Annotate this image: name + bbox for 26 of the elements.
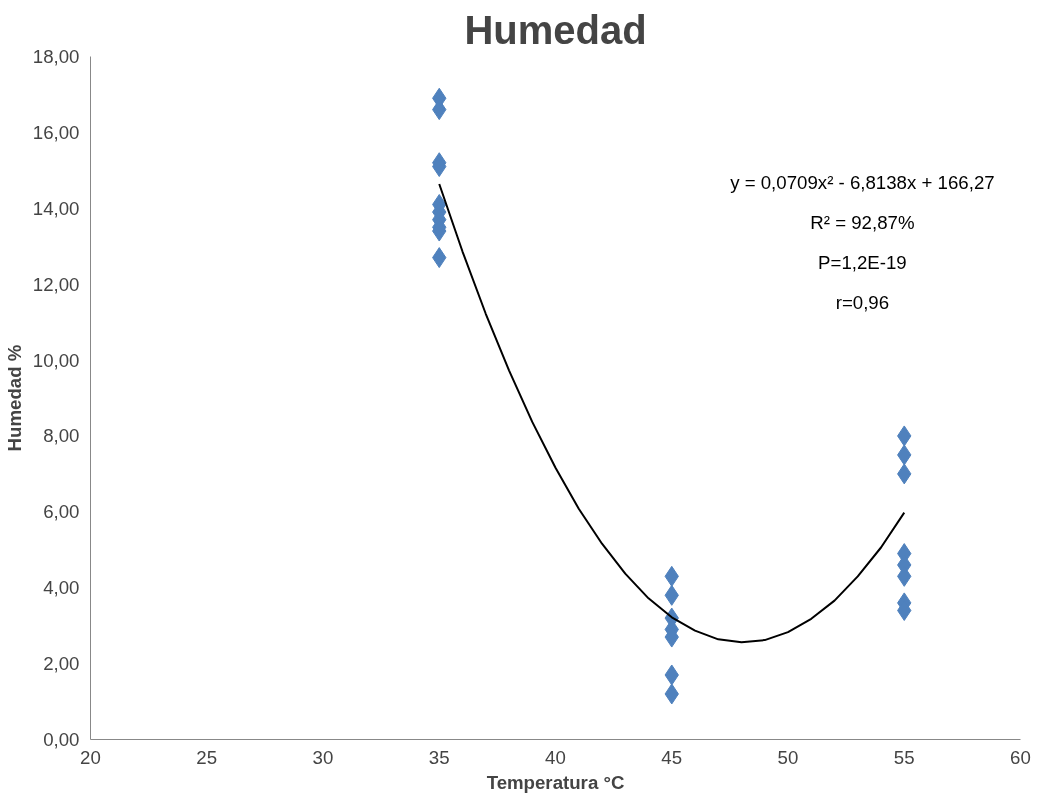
x-tick-label: 40 — [545, 746, 566, 768]
y-tick-label: 8,00 — [43, 425, 80, 447]
x-tick-label: 30 — [312, 746, 334, 768]
x-axis-title: Temperatura °C — [486, 771, 625, 793]
y-tick-label: 2,00 — [43, 653, 80, 675]
x-tick-label: 35 — [428, 746, 450, 768]
chart-title: Humedad — [464, 7, 647, 52]
x-tick-label: 45 — [661, 746, 683, 768]
x-tick-label: 25 — [196, 746, 218, 768]
annotation: r=0,96 — [835, 291, 890, 313]
y-tick-label: 0,00 — [43, 729, 80, 750]
y-tick-label: 4,00 — [43, 577, 80, 599]
annotation: y = 0,0709x² - 6,8138x + 166,27 — [730, 172, 995, 194]
y-tick-label: 6,00 — [43, 501, 80, 523]
annotation: R² = 92,87% — [810, 211, 915, 233]
y-axis-title: Humedad % — [3, 344, 25, 452]
x-tick-label: 50 — [777, 746, 799, 768]
x-tick-label: 55 — [893, 746, 915, 768]
x-tick-label: 60 — [1010, 746, 1031, 768]
y-tick-label: 16,00 — [32, 121, 80, 143]
annotation: P=1,2E-19 — [818, 251, 907, 273]
x-tick-label: 20 — [80, 746, 101, 768]
y-tick-label: 10,00 — [32, 349, 80, 371]
y-tick-label: 18,00 — [32, 46, 80, 67]
y-tick-label: 12,00 — [32, 273, 80, 295]
y-tick-label: 14,00 — [32, 197, 80, 219]
